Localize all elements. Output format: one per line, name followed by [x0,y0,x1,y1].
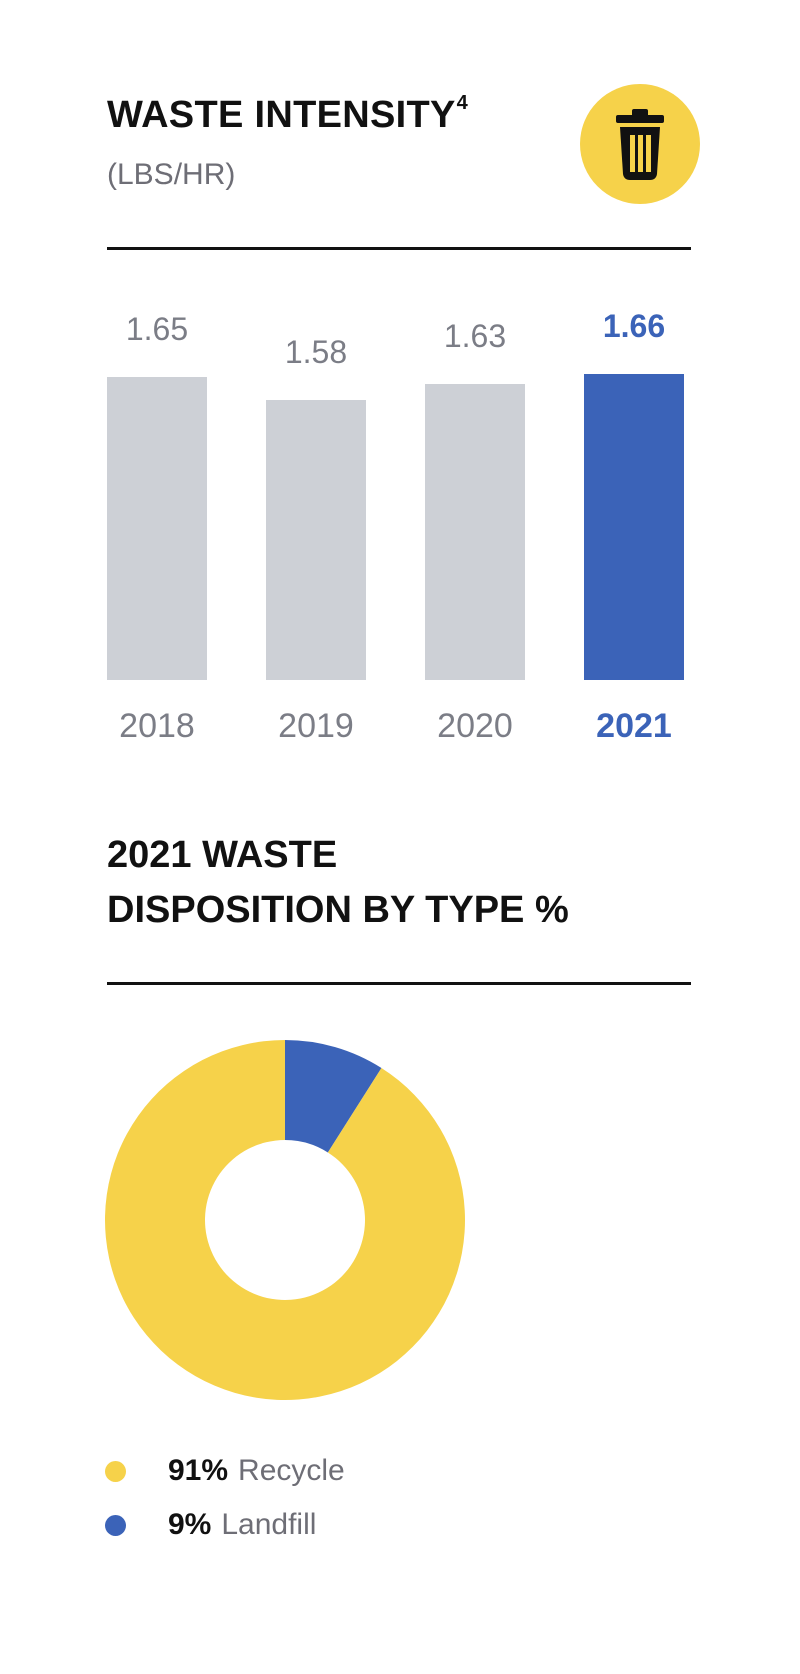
category-label-2019: 2019 [278,707,354,745]
legend-label: Landfill [221,1508,317,1541]
legend-percent: 9% [168,1508,212,1541]
bar-2021 [584,374,684,680]
value-label-2021: 1.66 [602,308,666,344]
section-title-line2: DISPOSITION BY TYPE % [107,889,569,931]
bar-2019 [266,400,366,680]
chart-title-text: WASTE INTENSITY [107,94,456,136]
legend-item-landfill: 9% Landfill [105,1505,316,1545]
legend-item-recycle: 91% Recycle [105,1451,345,1491]
section-title: 2021 WASTE DISPOSITION BY TYPE % [107,828,707,938]
slice-recycle [105,1040,466,1400]
header-divider [107,247,691,250]
category-label-2020: 2020 [437,707,513,745]
section-divider [107,982,691,985]
donut-chart [105,1040,466,1400]
category-label-2018: 2018 [119,707,195,745]
bar-2020 [425,383,525,680]
chart-subtitle: (LBS/HR) [107,158,236,191]
legend-swatch [105,1460,126,1482]
title-footnote: 4 [456,92,469,114]
trash-can-icon [580,84,700,204]
bar-2018 [107,377,207,680]
value-label-2019: 1.58 [284,334,348,371]
legend-label: Recycle [238,1454,345,1487]
section-title-line1: 2021 WASTE [107,834,338,876]
value-label-2020: 1.63 [443,317,507,354]
chart-title: WASTE INTENSITY4 [107,92,469,137]
value-label-2018: 1.65 [125,311,189,348]
legend-percent: 91% [168,1454,229,1487]
category-label-2021: 2021 [596,707,672,745]
slice-landfill [285,1040,382,1153]
bar-chart: 1.65 2018 1.58 2019 1.63 2020 1.66 2021 [0,0,800,760]
legend-swatch [105,1514,126,1536]
